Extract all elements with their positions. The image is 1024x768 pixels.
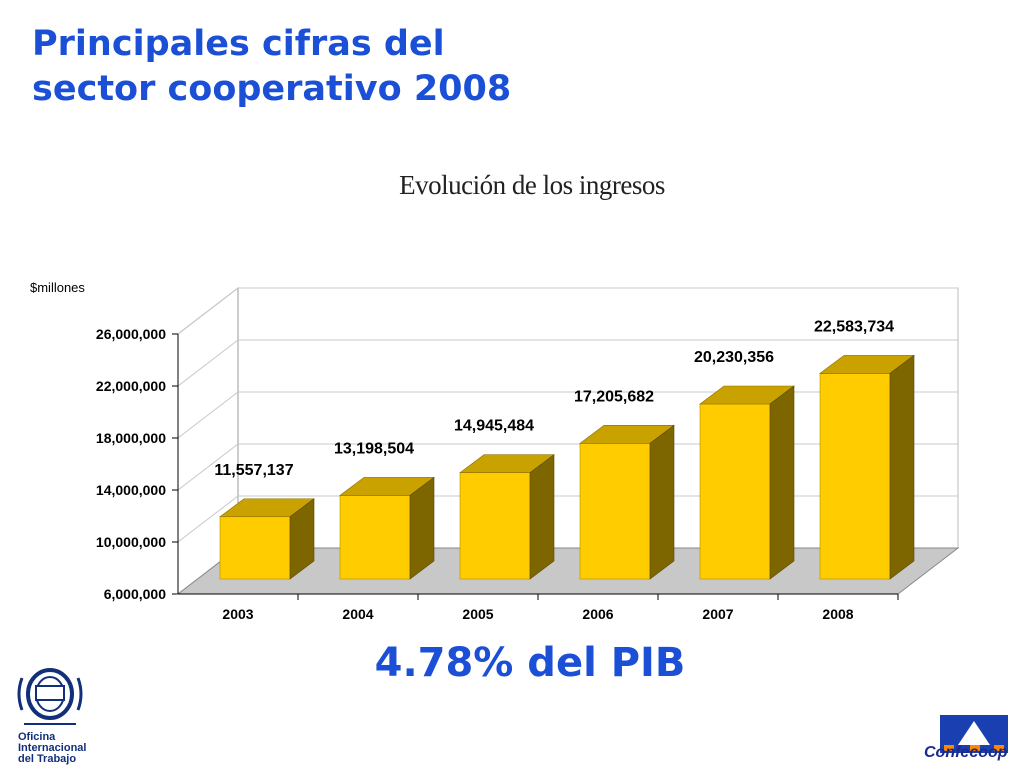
data-label: 14,945,484	[454, 418, 534, 435]
bar-side	[769, 385, 795, 580]
bar	[699, 403, 771, 580]
x-tick-label: 2005	[462, 606, 493, 622]
data-label: 22,583,734	[814, 318, 894, 335]
x-tick-label: 2004	[342, 606, 373, 622]
y-tick-label: 26,000,000	[96, 326, 166, 342]
y-tick-label: 6,000,000	[104, 586, 166, 602]
bar-side	[409, 476, 435, 580]
bar-side	[529, 454, 555, 580]
bar-side	[889, 354, 915, 580]
confecoop-logo	[940, 715, 1008, 753]
pib-highlight: 4.78% del PIB	[374, 640, 686, 686]
gridline	[177, 287, 958, 335]
y-axis-unit-label: $millones	[30, 280, 85, 295]
bar-side	[649, 424, 675, 580]
gridline	[177, 339, 958, 387]
bar	[459, 472, 531, 580]
bar	[579, 443, 651, 580]
bar	[819, 373, 891, 580]
oit-logo	[17, 668, 83, 725]
y-tick-label: 10,000,000	[96, 534, 166, 550]
data-label: 13,198,504	[334, 440, 414, 457]
x-tick-label: 2007	[702, 606, 733, 622]
data-label: 11,557,137	[214, 462, 293, 479]
oit-line-2: Internacional	[18, 742, 87, 754]
data-label: 20,230,356	[694, 349, 774, 366]
y-tick-label: 14,000,000	[96, 482, 166, 498]
bar	[339, 495, 411, 580]
chart-title: Evolución de los ingresos	[399, 170, 665, 200]
y-tick-label: 22,000,000	[96, 378, 166, 394]
slide-title: Principales cifras del sector cooperativ…	[32, 22, 511, 112]
x-tick-label: 2006	[582, 606, 613, 622]
x-tick-label: 2008	[822, 606, 853, 622]
oit-line-3: del Trabajo	[18, 753, 77, 765]
oit-logo-text: Oficina Internacional del Trabajo	[18, 732, 86, 765]
confecoop-logo-text: Confecoop	[924, 744, 1008, 761]
x-tick-label: 2003	[222, 606, 253, 622]
oit-line-1: Oficina	[18, 731, 56, 743]
bar-side	[289, 498, 315, 580]
bar	[219, 516, 291, 580]
slide-title-line-2: sector cooperativo 2008	[32, 69, 512, 109]
slide-title-line-1: Principales cifras del	[32, 24, 445, 64]
data-label: 17,205,682	[574, 388, 654, 405]
y-tick-label: 18,000,000	[96, 430, 166, 446]
